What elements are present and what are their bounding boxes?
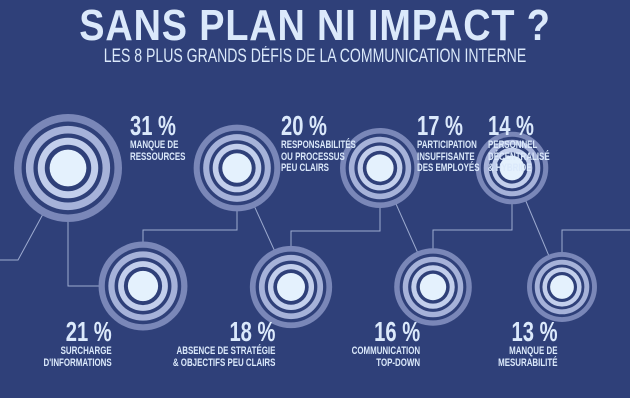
ring bbox=[222, 153, 252, 183]
challenge-2: 21 % SURCHARGE D'INFORMATIONS bbox=[17, 318, 112, 369]
challenge-label: RESSOURCES bbox=[130, 150, 186, 163]
challenge-label: OU PROCESSUS bbox=[281, 150, 345, 163]
challenge-8: 13 % MANQUE DE MESURABILITÉ bbox=[475, 316, 557, 369]
challenge-7: 14 % PERSONNEL DÉCENTRALISÉ & HYBRIDE bbox=[488, 112, 574, 175]
challenge-label: & OBJECTIFS PEU CLAIRS bbox=[172, 356, 275, 369]
infographic: SANS PLAN NI IMPACT ? LES 8 PLUS GRANDS … bbox=[0, 0, 630, 398]
challenge-label: INSUFFISANTE bbox=[417, 150, 475, 163]
challenge-label: D'INFORMATIONS bbox=[43, 356, 112, 369]
challenge-percent: 21 % bbox=[66, 316, 112, 347]
challenge-label: DES EMPLOYÉS bbox=[417, 162, 480, 174]
ring bbox=[499, 155, 525, 181]
challenge-percent: 17 % bbox=[417, 110, 463, 141]
challenge-label: PEU CLAIRS bbox=[281, 162, 329, 174]
target-circle-3 bbox=[193, 124, 281, 212]
challenge-label: RESPONSABILITÉS bbox=[281, 139, 356, 151]
challenge-4: 18 % ABSENCE DE STRATÉGIE & OBJECTIFS PE… bbox=[133, 318, 275, 369]
challenge-percent: 20 % bbox=[281, 110, 327, 141]
ring bbox=[277, 273, 305, 301]
challenge-label: MANQUE DE bbox=[130, 139, 179, 151]
challenge-3: 20 % RESPONSABILITÉS OU PROCESSUS PEU CL… bbox=[281, 112, 385, 175]
page-subtitle: LES 8 PLUS GRANDS DÉFIS DE LA COMMUNICAT… bbox=[103, 46, 527, 67]
challenge-percent: 13 % bbox=[511, 316, 557, 347]
page-title: SANS PLAN NI IMPACT ? bbox=[79, 1, 551, 50]
challenge-5: 17 % PARTICIPATION INSUFFISANTE DES EMPL… bbox=[417, 112, 504, 175]
challenge-label: ABSENCE DE STRATÉGIE bbox=[176, 345, 275, 357]
ring bbox=[49, 149, 87, 187]
challenge-percent: 18 % bbox=[229, 316, 275, 347]
challenge-label: COMMUNICATION bbox=[351, 345, 420, 357]
target-circle-1 bbox=[14, 114, 122, 222]
challenge-1: 31 % MANQUE DE RESSOURCES bbox=[130, 112, 207, 163]
challenge-label: PERSONNEL bbox=[488, 139, 538, 151]
ring bbox=[419, 273, 447, 301]
challenge-label: PARTICIPATION bbox=[417, 139, 477, 151]
ring bbox=[127, 270, 159, 302]
target-circles-diagram bbox=[0, 114, 630, 331]
target-circle-6 bbox=[394, 248, 472, 326]
target-circle-5 bbox=[340, 128, 420, 208]
challenge-label: MANQUE DE bbox=[508, 345, 557, 357]
challenge-6: 16 % COMMUNICATION TOP-DOWN bbox=[325, 318, 420, 369]
challenge-label: SURCHARGE bbox=[60, 345, 112, 357]
challenge-label: TOP-DOWN bbox=[376, 356, 420, 369]
footer-strip bbox=[0, 398, 630, 412]
challenge-label: DÉCENTRALISÉ bbox=[488, 150, 550, 163]
target-circle-2 bbox=[98, 241, 188, 331]
ring bbox=[366, 154, 394, 182]
challenge-percent: 16 % bbox=[374, 316, 420, 347]
challenge-percent: 31 % bbox=[130, 110, 176, 141]
target-circle-4 bbox=[249, 245, 333, 329]
target-circle-7 bbox=[475, 131, 549, 205]
challenge-label: MESURABILITÉ bbox=[497, 356, 557, 369]
challenge-percent: 14 % bbox=[488, 110, 534, 141]
target-circle-8 bbox=[527, 252, 597, 322]
challenge-label: & HYBRIDE bbox=[488, 162, 532, 174]
ring bbox=[550, 275, 574, 299]
